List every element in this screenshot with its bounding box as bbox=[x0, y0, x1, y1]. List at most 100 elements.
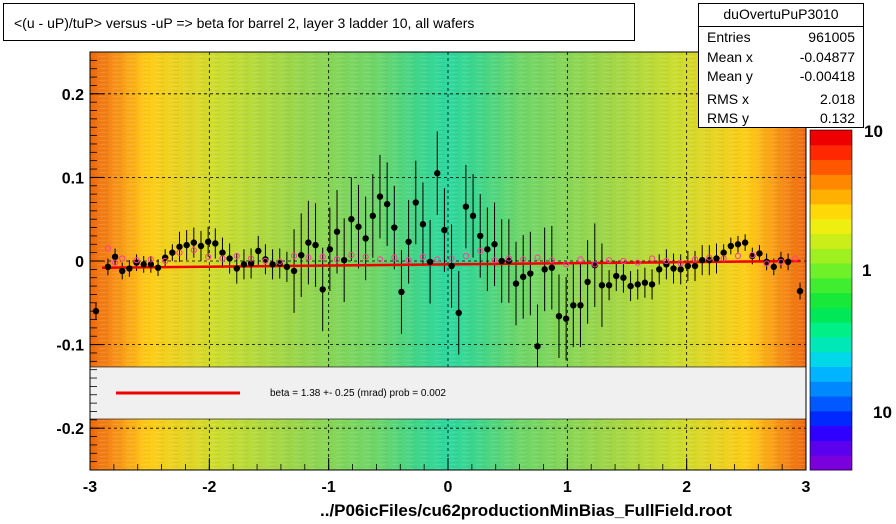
data-point-open bbox=[663, 257, 670, 265]
data-point-open bbox=[162, 257, 169, 265]
data-point-open bbox=[491, 257, 498, 264]
data-point bbox=[605, 282, 613, 289]
y-tick-label: 0.2 bbox=[62, 87, 84, 104]
data-point-open bbox=[434, 256, 441, 263]
chart-title: <(u - uP)/tuP> versus -uP => beta for ba… bbox=[14, 15, 475, 31]
data-point bbox=[255, 247, 262, 255]
stats-value: -0.00418 bbox=[799, 68, 855, 84]
data-point bbox=[691, 262, 699, 270]
data-point bbox=[491, 241, 498, 248]
data-point-open bbox=[534, 254, 541, 261]
stats-value: 961005 bbox=[808, 29, 855, 45]
data-point-open bbox=[348, 252, 355, 259]
data-point bbox=[784, 258, 792, 266]
data-point-open bbox=[333, 256, 341, 263]
data-point bbox=[326, 246, 334, 253]
data-point bbox=[247, 260, 255, 267]
data-point bbox=[126, 265, 133, 272]
data-point-open bbox=[248, 255, 255, 262]
stats-box: duOvertuPuP3010 Entries 961005 Mean x -0… bbox=[698, 3, 864, 128]
data-point bbox=[240, 261, 248, 268]
data-point bbox=[276, 260, 283, 267]
data-point-open bbox=[548, 257, 555, 264]
data-point bbox=[376, 193, 384, 200]
data-point bbox=[763, 258, 770, 266]
data-point bbox=[684, 262, 692, 270]
color-scale-segment bbox=[810, 174, 852, 190]
data-point bbox=[434, 170, 441, 177]
color-scale-segment bbox=[810, 263, 852, 279]
data-point-open bbox=[505, 255, 512, 262]
data-point-open bbox=[391, 254, 398, 261]
data-point-open bbox=[362, 253, 369, 260]
x-tick-label: -1 bbox=[322, 479, 336, 496]
color-scale-segment bbox=[810, 425, 852, 441]
data-point bbox=[641, 279, 649, 286]
color-scale-segment bbox=[810, 277, 852, 294]
color-scale-segment bbox=[810, 189, 852, 205]
data-point bbox=[355, 223, 362, 230]
data-point-open bbox=[777, 258, 785, 265]
data-point bbox=[298, 251, 305, 259]
color-scale-segment bbox=[810, 203, 852, 220]
data-point-open bbox=[376, 256, 384, 263]
data-point bbox=[720, 249, 727, 256]
data-point bbox=[741, 239, 749, 246]
x-tick-label: 1 bbox=[563, 479, 572, 496]
data-point bbox=[598, 282, 606, 289]
data-point bbox=[677, 266, 684, 273]
legend-text: beta = 1.38 +- 0.25 (mrad) prob = 0.002 bbox=[270, 388, 446, 399]
data-point bbox=[634, 281, 641, 288]
data-point-open bbox=[563, 261, 570, 268]
data-point bbox=[183, 241, 190, 249]
color-scale-segment bbox=[810, 455, 852, 471]
stats-value: 2.018 bbox=[819, 91, 855, 107]
data-point bbox=[340, 256, 348, 264]
color-scale bbox=[809, 129, 853, 471]
data-point-open bbox=[763, 260, 770, 267]
color-scale-segment bbox=[810, 144, 852, 161]
data-point-open bbox=[691, 256, 699, 263]
data-point bbox=[484, 246, 491, 253]
axis-ticks bbox=[89, 51, 807, 471]
data-point bbox=[348, 216, 355, 223]
data-point-open bbox=[190, 247, 197, 254]
data-point bbox=[734, 241, 742, 248]
data-point-open bbox=[648, 255, 656, 262]
color-scale-segment bbox=[810, 307, 852, 323]
data-point bbox=[383, 200, 391, 208]
data-point-open bbox=[419, 253, 427, 260]
data-point-open bbox=[720, 255, 727, 262]
data-point bbox=[670, 265, 677, 272]
data-point-open bbox=[577, 256, 584, 263]
stats-row-mean-y: Mean y -0.00418 bbox=[707, 68, 855, 88]
data-point bbox=[462, 203, 470, 210]
stats-key: RMS x bbox=[707, 91, 749, 107]
data-point-open bbox=[591, 261, 598, 268]
data-point bbox=[362, 235, 369, 242]
data-point bbox=[555, 312, 563, 320]
z-label-top: 10 bbox=[864, 122, 883, 141]
data-point bbox=[405, 238, 412, 245]
color-scale-segment bbox=[810, 218, 852, 234]
data-point bbox=[627, 282, 634, 290]
data-point bbox=[534, 343, 541, 350]
stats-row-entries: Entries 961005 bbox=[707, 29, 855, 49]
data-point bbox=[283, 263, 291, 271]
data-point-open bbox=[276, 258, 283, 265]
data-point bbox=[398, 288, 405, 296]
data-point bbox=[391, 224, 398, 231]
data-point-open bbox=[620, 257, 627, 265]
data-point bbox=[796, 287, 804, 295]
data-point bbox=[498, 257, 505, 265]
data-point bbox=[219, 249, 226, 256]
data-point bbox=[104, 263, 112, 271]
data-point bbox=[333, 228, 341, 235]
data-point bbox=[119, 267, 126, 275]
data-point bbox=[713, 255, 720, 262]
data-point-open bbox=[290, 252, 298, 260]
x-tick-label: -3 bbox=[83, 479, 97, 496]
y-tick-label: -0.2 bbox=[56, 421, 84, 438]
color-scale-segment bbox=[810, 440, 852, 456]
data-point bbox=[656, 266, 663, 273]
